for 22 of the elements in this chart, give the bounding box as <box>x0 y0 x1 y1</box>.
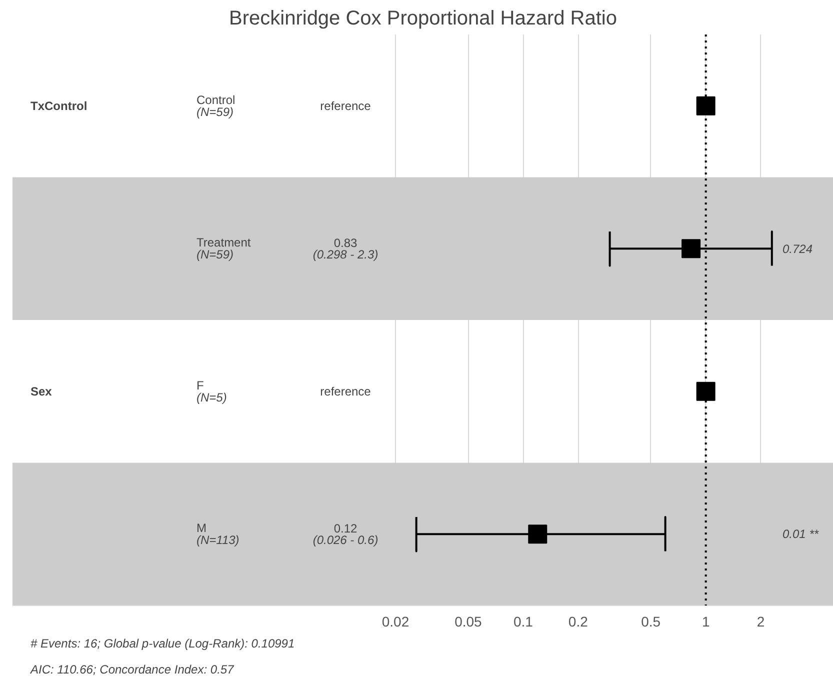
annotation: 0.83 (0.298 - 2.3) <box>312 236 378 262</box>
y-tick-label: Control (N=59) <box>196 92 236 119</box>
chart-title: Breckinridge Cox Proportional Hazard Ratio <box>229 8 617 30</box>
annotation: 0.724 <box>782 242 813 256</box>
annotation: 0.01 ** <box>782 527 819 542</box>
annotation: TxControl <box>30 98 88 113</box>
text: # Events: 16; Global p-value (Log-Rank): 0.10991 <box>30 636 295 650</box>
annotation: 0.12 (0.026 - 0.6) <box>312 522 378 548</box>
x-tick-label: 0.5 <box>641 614 661 630</box>
y-tick-label: Treatment (N=59) <box>196 236 252 262</box>
annotation: reference <box>320 98 372 113</box>
x-tick-label: 0.02 <box>382 614 410 630</box>
x-tick-label: 1 <box>702 614 710 630</box>
annotation: Sex <box>30 384 52 398</box>
annotation: reference <box>320 384 372 398</box>
x-tick-label: 2 <box>756 614 765 630</box>
x-tick-label: 0.05 <box>454 614 482 630</box>
y-tick-label: M (N=113) <box>196 521 240 548</box>
text: AIC: 110.66; Concordance Index: 0.57 <box>30 662 236 676</box>
y-tick-label: F (N=5) <box>196 378 227 404</box>
x-tick-label: 0.1 <box>513 614 534 630</box>
x-tick-label: 0.2 <box>568 614 588 630</box>
